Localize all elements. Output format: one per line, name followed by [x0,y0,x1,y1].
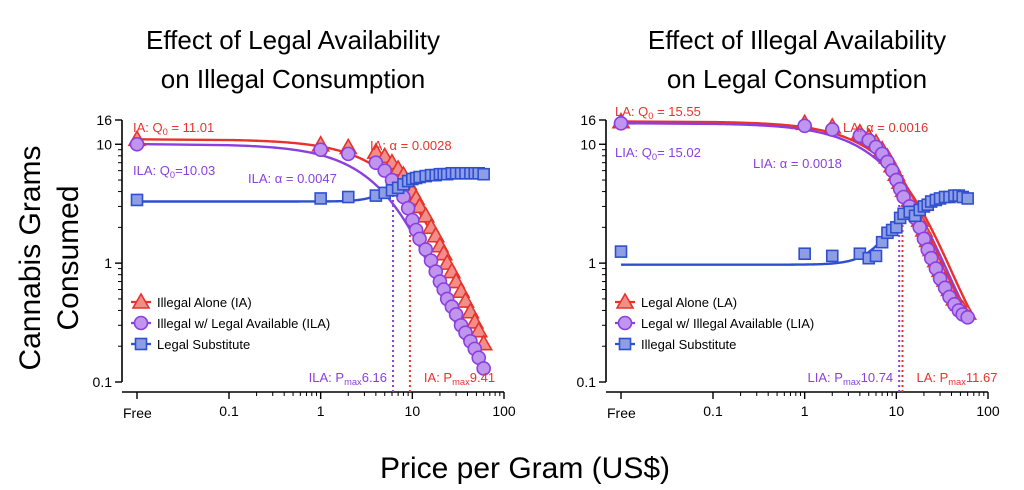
q0-label-a: LA: Q0 = 15.55 [615,104,701,121]
legend-label: Illegal Alone (IA) [157,295,252,310]
y-axis-label-line-2: Consumed [52,185,85,330]
x-tick-label: 100 [976,403,1000,419]
x-tick-label: 1 [801,403,809,419]
data-point-circle [400,200,416,216]
data-point-circle [412,231,427,247]
data-point-circle [313,142,328,158]
data-point-square [477,167,490,181]
legend-label: Illegal Substitute [641,337,736,352]
x-tick-label-free: Free [607,405,636,421]
x-tick-label: 1 [317,403,325,419]
y-tick-label: 1 [588,255,596,271]
legend-marker-circle [617,315,633,331]
left-chart-panel: Effect of Legal Availability on Illegal C… [93,25,516,421]
data-point-circle [476,361,491,376]
data-point-circle [613,116,629,131]
data-point-circle [368,155,384,170]
x-tick-label: 10 [405,403,421,419]
legend-label: Illegal w/ Legal Available (ILA) [157,316,330,331]
q0-label-b: LIA: Q0= 15.02 [615,145,701,162]
pmax-label: LIA: Pmax10.74 [808,370,894,387]
alpha-label-a: LA: α = 0.0016 [843,120,928,135]
y-tick-label: 1 [104,255,112,271]
data-point-circle [129,136,145,152]
data-point-square [825,249,839,263]
data-point-triangle [416,206,436,223]
data-point-triangle [469,321,489,338]
y-tick-label: 0.1 [93,374,113,390]
data-point-square [961,192,974,205]
legend-marker-triangle [131,292,151,309]
x-tick-label: 0.1 [219,403,239,419]
data-point-circle [377,163,393,178]
x-tick-label: 0.1 [703,403,723,419]
pmax-label: ILA: Pmax6.16 [309,370,387,387]
y-tick-label: 16 [96,112,112,128]
y-tick-label: 16 [580,112,596,128]
legend-marker-square [618,337,632,351]
data-point-square [341,190,355,204]
x-axis-label: Price per Gram (US$) [380,452,670,485]
pmax-label: IA: Pmax9.41 [424,370,495,387]
legend-label: Legal Substitute [157,337,250,352]
y-axis-label-line-1: Cannabis Grams [14,145,47,370]
alpha-label-b: LIA: α = 0.0018 [753,156,842,171]
right-chart-panel: Effect of Illegal Availability on Legal C… [577,25,1000,421]
data-point-circle [797,118,812,134]
y-tick-label: 10 [580,136,596,152]
y-tick-label: 10 [96,136,112,152]
data-point-circle [960,310,975,325]
data-point-square [798,247,811,261]
alpha-label-a: IA: α = 0.0028 [370,138,452,153]
pmax-label: LA: Pmax11.67 [916,370,997,387]
legend-marker-circle [133,315,149,331]
legend-marker-triangle [615,292,635,309]
y-tick-label: 0.1 [577,374,597,390]
alpha-label-b: ILA: α = 0.0047 [248,171,337,186]
data-point-triangle [410,196,429,214]
data-point-triangle [456,291,475,308]
chart-title-line-1: Effect of Illegal Availability [648,25,946,55]
data-point-circle [340,146,356,162]
legend-marker-square [134,337,148,351]
legend-label: Legal w/ Illegal Available (LIA) [641,316,814,331]
data-point-square [869,249,883,263]
x-tick-label: 10 [889,403,905,419]
x-tick-label: 100 [492,403,516,419]
data-point-square [614,245,628,258]
x-tick-label-free: Free [123,405,152,421]
chart-title-line-1: Effect of Legal Availability [146,25,440,55]
data-point-circle [824,122,840,137]
chart-title-line-2: on Legal Consumption [667,64,927,94]
chart-title-line-2: on Illegal Consumption [161,64,426,94]
data-point-square [314,192,327,205]
fit-curve-triangle [620,120,969,307]
q0-label-a: IA: Q0 = 11.01 [133,120,214,137]
q0-label-b: ILA: Q0=10.03 [133,163,215,180]
data-point-square [130,193,144,207]
legend-label: Legal Alone (LA) [641,295,737,310]
